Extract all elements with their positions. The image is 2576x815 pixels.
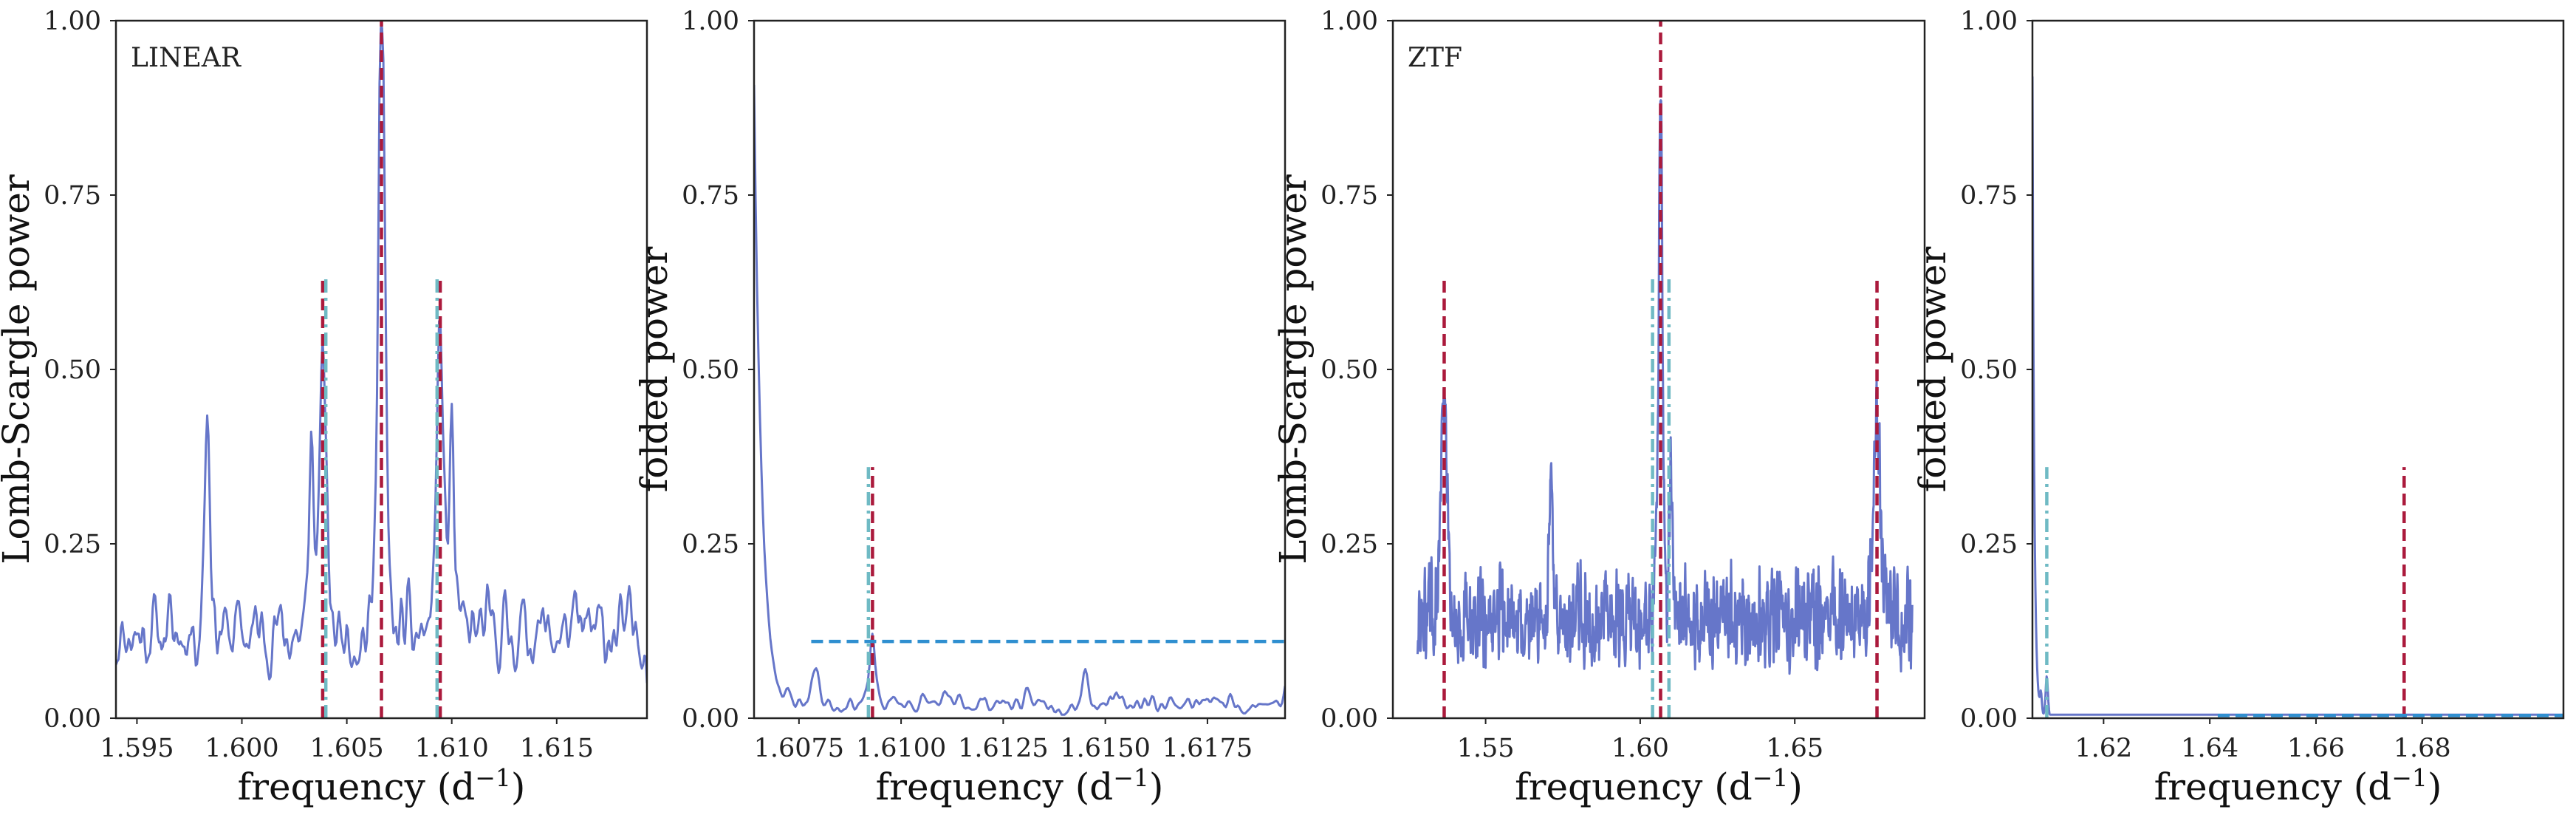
series-line-lomb-scargle-periodogram — [1416, 99, 1914, 675]
panel-annotation: ZTF — [1408, 43, 1462, 73]
y-tick-label: 1.00 — [682, 7, 739, 36]
y-axis-label: folded power — [1911, 247, 1954, 493]
y-tick-label: 0.25 — [682, 530, 739, 559]
series-line-folded-power — [2032, 76, 2563, 716]
panel-annotation: LINEAR — [131, 43, 242, 73]
y-tick-label: 1.00 — [1960, 7, 2018, 36]
y-tick-label: 0.50 — [44, 355, 101, 385]
x-axis-label: frequency (d−1) — [1515, 763, 1803, 808]
series-line-folded-power — [754, 84, 1285, 716]
y-tick-label: 0.75 — [1320, 181, 1378, 211]
y-tick-label: 0.00 — [682, 704, 739, 734]
x-tick-label: 1.65 — [1766, 734, 1823, 763]
x-tick-label: 1.64 — [2181, 734, 2238, 763]
x-axis-label: frequency (d−1) — [2154, 763, 2442, 808]
x-tick-label: 1.615 — [520, 734, 594, 763]
y-tick-label: 0.50 — [1960, 355, 2018, 385]
x-tick-label: 1.60 — [1611, 734, 1669, 763]
x-axis-label: frequency (d−1) — [238, 763, 526, 808]
x-tick-label: 1.66 — [2287, 734, 2345, 763]
y-axis-label: folded power — [633, 247, 676, 493]
panel-3: 1.55 1.60 1.65 0.00 0.25 0.50 0.75 1.00 frequenc… — [1272, 7, 1926, 808]
x-tick-label: 1.6075 — [754, 734, 844, 763]
x-tick-label: 1.68 — [2394, 734, 2451, 763]
y-tick-label: 1.00 — [44, 7, 101, 36]
y-tick-label: 0.00 — [1320, 704, 1378, 734]
y-tick-label: 0.50 — [1320, 355, 1378, 385]
x-tick-label: 1.595 — [100, 734, 174, 763]
y-axis-label: Lomb-Scargle power — [1272, 174, 1315, 565]
x-tick-label: 1.55 — [1457, 734, 1515, 763]
panel-4: 1.62 1.64 1.66 1.68 0.00 0.25 0.50 0.75 1.00 freq… — [1911, 7, 2565, 808]
x-tick-label: 1.6100 — [856, 734, 946, 763]
panel-1: 1.595 1.600 1.605 1.610 1.615 0.00 0.25 0.50 0.7… — [0, 7, 648, 808]
y-tick-label: 0.75 — [44, 181, 101, 211]
y-tick-label: 0.25 — [1320, 530, 1378, 559]
x-tick-label: 1.600 — [205, 734, 278, 763]
x-axis-label: frequency (d−1) — [876, 763, 1164, 808]
plot-frame — [2031, 19, 2565, 720]
x-tick-label: 1.6150 — [1060, 734, 1150, 763]
y-axis-label: Lomb-Scargle power — [0, 174, 38, 565]
y-tick-label: 0.00 — [44, 704, 101, 734]
x-tick-label: 1.6125 — [958, 734, 1048, 763]
x-tick-label: 1.6175 — [1162, 734, 1253, 763]
y-tick-label: 0.50 — [682, 355, 739, 385]
panel-2: 1.6075 1.6100 1.6125 1.6150 1.6175 0.00 0.25 0.… — [633, 7, 1287, 808]
x-tick-label: 1.610 — [415, 734, 489, 763]
y-tick-label: 0.25 — [44, 530, 101, 559]
y-tick-label: 0.75 — [682, 181, 739, 211]
y-tick-label: 0.75 — [1960, 181, 2018, 211]
y-tick-label: 0.00 — [1960, 704, 2018, 734]
plot-frame — [753, 19, 1287, 720]
x-tick-label: 1.605 — [310, 734, 384, 763]
x-tick-label: 1.62 — [2075, 734, 2132, 763]
y-tick-label: 0.25 — [1960, 530, 2018, 559]
series-line-lomb-scargle-periodogram — [116, 26, 647, 683]
y-tick-label: 1.00 — [1320, 7, 1378, 36]
